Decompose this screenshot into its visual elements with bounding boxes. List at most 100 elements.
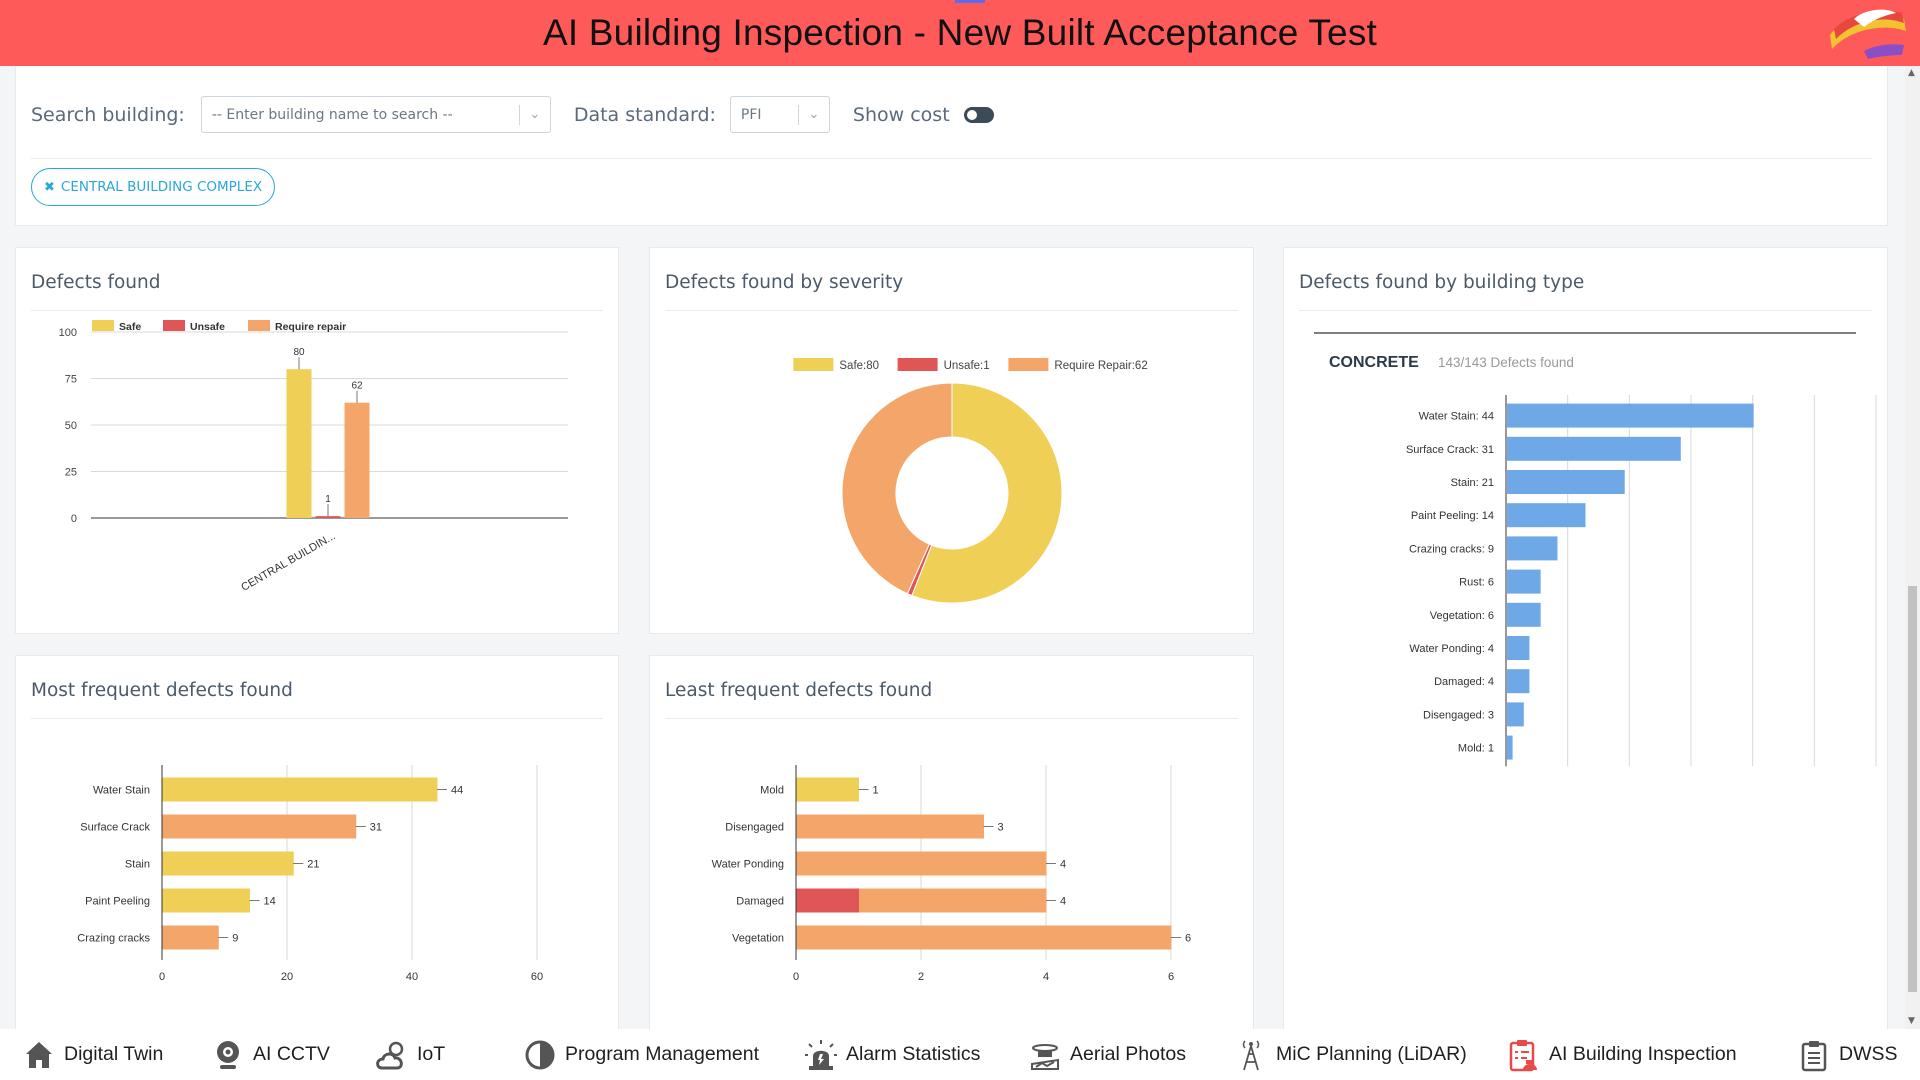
- group-summary: 143/143 Defects found: [1438, 355, 1574, 370]
- bar: [796, 925, 1172, 950]
- card-most-frequent: Most frequent defects found 0 20 40 60 Water…: [15, 655, 619, 1037]
- category-label: Mold: [760, 785, 784, 797]
- page-title: AI Building Inspection - New Built Accep…: [542, 12, 1378, 53]
- scroll-up-icon[interactable]: ▲: [1908, 68, 1915, 78]
- category-label: Crazing cracks: [77, 933, 150, 945]
- category-label: Stain: [125, 859, 150, 871]
- defects-severity-chart: Safe:80 Unsafe:1 Require Repair:62: [793, 358, 1148, 604]
- header-bar: AI Building Inspection - New Built Accep…: [0, 0, 1920, 66]
- nav-item-label: Digital Twin: [64, 1043, 164, 1065]
- group-label: CONCRETE: [1329, 354, 1419, 371]
- category-label: Paint Peeling: 14: [1411, 510, 1494, 522]
- nav-item-aerial-photos[interactable]: Aerial Photos: [1028, 1029, 1186, 1080]
- data-label: 4: [1060, 859, 1066, 871]
- y-tick-label: 0: [71, 513, 77, 525]
- bar: [162, 777, 438, 802]
- bar: [859, 888, 1047, 913]
- most-frequent-chart: 0 20 40 60 Water Stain 44 Surface Crack 31 Stain…: [77, 765, 543, 983]
- nav-item-ai-cctv[interactable]: AI CCTV: [211, 1029, 330, 1080]
- scrollbar-thumb[interactable]: [1908, 586, 1917, 992]
- data-label: 21: [307, 859, 319, 871]
- clipboard-list-icon: [1801, 1040, 1827, 1071]
- data-label: 1: [873, 785, 879, 797]
- legend-label: Safe: [119, 321, 141, 333]
- nav-item-alarm-statistics[interactable]: Alarm Statistics: [804, 1029, 980, 1080]
- category-label: Stain: 21: [1451, 477, 1494, 489]
- category-label: Water Stain: [93, 785, 150, 797]
- x-tick-label: 60: [531, 971, 543, 983]
- category-label: Surface Crack: 31: [1406, 444, 1494, 456]
- page-scrollbar[interactable]: ▲ ▼: [1905, 66, 1920, 1031]
- data-label: 1: [325, 494, 331, 505]
- home-icon: [26, 1041, 52, 1068]
- nav-item-label: AI Building Inspection: [1549, 1043, 1737, 1065]
- legend-swatch: [92, 320, 114, 331]
- category-label: Mold: 1: [1458, 743, 1494, 755]
- building-filter-chip[interactable]: ✖ CENTRAL BUILDING COMPLEX: [31, 168, 276, 206]
- bar: [344, 402, 370, 518]
- data-label: 14: [264, 896, 276, 908]
- bar: [1507, 403, 1754, 428]
- search-building-label: Search building:: [31, 103, 185, 126]
- chevron-down-icon: ⌄: [808, 107, 820, 122]
- nav-item-ai-building-inspection[interactable]: AI Building Inspection: [1507, 1029, 1737, 1080]
- card-title: Most frequent defects found: [31, 680, 293, 701]
- legend-swatch: [163, 320, 185, 331]
- bar: [1507, 735, 1513, 760]
- legend-swatch: [897, 358, 938, 371]
- nav-item-dwss[interactable]: DWSS: [1797, 1029, 1898, 1080]
- data-label: 44: [451, 785, 463, 797]
- category-label: Water Stain: 44: [1419, 411, 1494, 423]
- data-label: 80: [293, 347, 305, 358]
- cloud-sun-icon: [376, 1041, 404, 1069]
- antenna-icon: [1242, 1039, 1260, 1070]
- nav-item-program-management[interactable]: Program Management: [523, 1029, 759, 1080]
- nav-item-label: Alarm Statistics: [846, 1043, 981, 1065]
- bar: [162, 851, 294, 876]
- legend-label: Unsafe:1: [944, 360, 990, 372]
- bar: [315, 516, 341, 518]
- x-tick-label: CENTRAL BUILDIN...: [239, 530, 337, 594]
- scroll-down-icon[interactable]: ▼: [1908, 1016, 1915, 1026]
- search-building-placeholder: -- Enter building name to search --: [211, 106, 453, 123]
- nav-item-label: MiC Planning (LiDAR): [1276, 1043, 1467, 1065]
- x-tick-label: 2: [918, 971, 924, 983]
- bar: [1507, 503, 1586, 528]
- category-label: Water Ponding: [712, 859, 784, 871]
- nav-item-iot[interactable]: IoT: [375, 1029, 445, 1080]
- defects-found-chart: 0 25 50 75 100 Safe Unsafe Require repair 80 1 62 C…: [59, 320, 568, 594]
- data-standard-value: PFI: [740, 106, 762, 123]
- nav-item-label: Program Management: [565, 1043, 760, 1065]
- filter-panel: Search building: -- Enter building name …: [15, 66, 1888, 226]
- category-label: Disengaged: 3: [1423, 709, 1494, 721]
- alarm-icon: [805, 1039, 837, 1070]
- nav-item-digital-twin[interactable]: Digital Twin: [22, 1029, 163, 1080]
- webcam-icon: [217, 1040, 239, 1069]
- card-least-frequent: Least frequent defects found 0 2 4 6 Mold 1 Di…: [649, 655, 1254, 1037]
- bar: [1507, 669, 1530, 694]
- show-cost-label: Show cost: [852, 103, 950, 126]
- x-tick-label: 0: [159, 971, 165, 983]
- x-tick-label: 0: [793, 971, 799, 983]
- bar: [796, 777, 859, 802]
- search-building-select[interactable]: -- Enter building name to search -- ⌄: [200, 96, 551, 133]
- data-label: 3: [998, 822, 1004, 834]
- card-defects-by-building-type: Defects found by building type CONCRETE 1…: [1283, 247, 1888, 1037]
- header-tab-indicator: [955, 0, 985, 3]
- y-tick-label: 75: [65, 374, 77, 386]
- bar: [1507, 536, 1558, 561]
- category-label: Surface Crack: [80, 822, 150, 834]
- defects-building-type-chart: CONCRETE 143/143 Defects found Water Stain…: [1314, 332, 1877, 767]
- nav-item-mic-planning-lidar[interactable]: MiC Planning (LiDAR): [1234, 1029, 1467, 1080]
- card-defects-by-severity: Defects found by severity Safe:80 Unsafe:…: [649, 247, 1254, 634]
- data-standard-select[interactable]: PFI ⌄: [729, 96, 830, 133]
- pie-icon: [525, 1040, 555, 1069]
- x-tick-label: 4: [1043, 971, 1049, 983]
- category-label: Damaged: 4: [1434, 676, 1494, 688]
- data-label: 4: [1060, 896, 1066, 908]
- close-icon[interactable]: ✖: [44, 179, 55, 195]
- show-cost-toggle[interactable]: [963, 106, 994, 123]
- bar: [1507, 436, 1681, 461]
- y-tick-label: 50: [65, 420, 77, 432]
